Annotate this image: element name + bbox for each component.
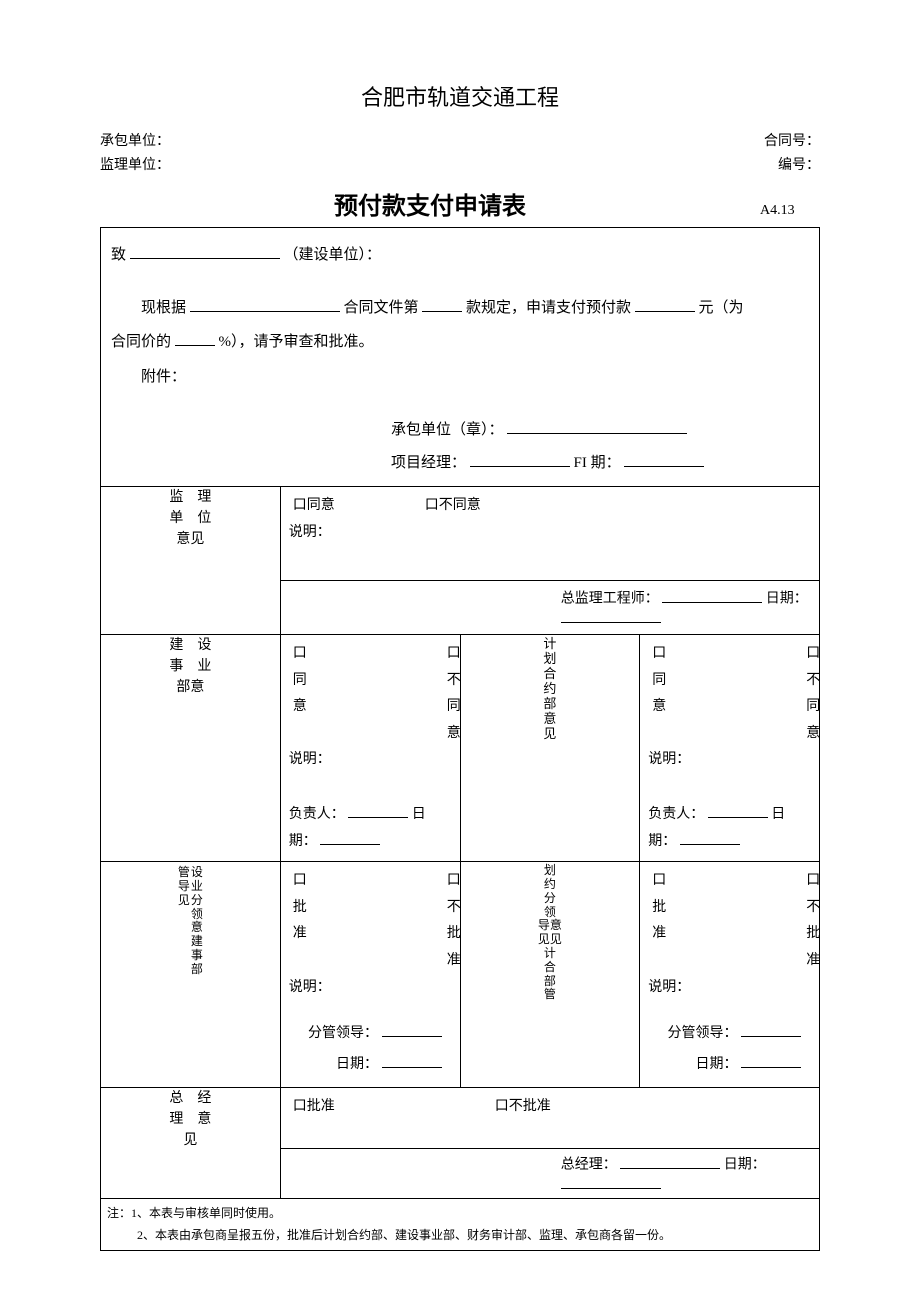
- construction-leader-label: 管导见 设业分领意建事部: [101, 866, 280, 976]
- sig-pm-blank[interactable]: [470, 451, 570, 468]
- plan-contract-body: 口同意 口不同意 说明： 负责人： 日期：: [640, 635, 819, 861]
- leader-blank[interactable]: [741, 1022, 801, 1037]
- desc-label: 说明：: [648, 747, 811, 774]
- contract-doc-blank[interactable]: [190, 295, 340, 312]
- date-blank[interactable]: [320, 829, 380, 844]
- chief-engineer-label: 总监理工程师：: [561, 592, 659, 607]
- supervisor-label: 监理单位：: [100, 154, 170, 174]
- disapprove-checkbox[interactable]: 口不批准: [447, 868, 461, 974]
- line1-b: 合同文件第: [344, 300, 419, 316]
- contractor-label: 承包单位：: [100, 130, 170, 150]
- gm-label: 总经理：: [561, 1158, 617, 1173]
- supervisor-opinion-label: 监 理 单 位 意见: [101, 487, 280, 550]
- line1-d: 元（为: [699, 300, 744, 316]
- date-label: 日期：: [696, 1057, 738, 1072]
- desc-label: 说明：: [289, 747, 452, 774]
- person-blank[interactable]: [348, 803, 408, 818]
- disagree-checkbox[interactable]: 口不同意: [425, 493, 481, 520]
- form-title: 预付款支付申请表: [100, 186, 760, 221]
- notes: 注：1、本表与审核单同时使用。 2、本表由承包商呈报五份，批准后计划合约部、建设…: [101, 1199, 819, 1250]
- amount-blank[interactable]: [635, 295, 695, 312]
- desc-label: 说明：: [289, 975, 452, 1002]
- construction-dept-label: 建 设 事 业 部意: [101, 635, 280, 698]
- form-title-row: 预付款支付申请表 A4.13: [100, 186, 820, 221]
- gm-opinion-body: 口批准 口不批准: [281, 1088, 819, 1149]
- approve-checkbox[interactable]: 口批准: [293, 1094, 335, 1121]
- date-label: 日期：: [766, 592, 808, 607]
- supervisor-opinion-body: 口同意 口不同意 说明：: [281, 487, 819, 580]
- date-blank[interactable]: [561, 608, 661, 623]
- date-blank[interactable]: [382, 1053, 442, 1068]
- construction-dept-body: 口同意 口不同意 说明： 负责人： 日期：: [281, 635, 460, 861]
- to-suffix: （建设单位）：: [284, 247, 382, 263]
- to-blank[interactable]: [130, 243, 280, 260]
- date-blank[interactable]: [561, 1174, 661, 1189]
- gm-blank[interactable]: [620, 1153, 720, 1168]
- disapprove-checkbox[interactable]: 口不批准: [806, 868, 820, 974]
- sig-pm-label: 项目经理：: [391, 455, 466, 471]
- page-title: 合肥市轨道交通工程: [100, 80, 820, 112]
- gm-sig: 总经理： 日期：: [281, 1149, 819, 1198]
- line1-c: 款规定，申请支付预付款: [466, 300, 631, 316]
- chief-engineer-blank[interactable]: [662, 587, 762, 602]
- person-label: 负责人：: [289, 807, 345, 822]
- contract-leader-body: 口批准 口不批准 说明： 分管领导： 日期：: [640, 862, 819, 1087]
- percent-blank[interactable]: [175, 330, 215, 347]
- leader-blank[interactable]: [382, 1022, 442, 1037]
- contract-leader-label: 划约分领导意见见计合部管: [461, 862, 640, 1004]
- header-row-2: 监理单位： 编号：: [100, 154, 820, 174]
- form-table: 致 （建设单位）： 现根据 合同文件第 款规定，申请支付预付款 元（为 合同价的: [100, 227, 820, 1251]
- disagree-checkbox[interactable]: 口不同意: [806, 641, 820, 747]
- date-label: 日期：: [336, 1057, 378, 1072]
- person-label: 负责人：: [648, 807, 704, 822]
- disapprove-checkbox[interactable]: 口不批准: [495, 1094, 551, 1121]
- approve-checkbox[interactable]: 口批准: [652, 868, 666, 974]
- note-1: 注：1、本表与审核单同时使用。: [107, 1203, 813, 1225]
- line2-a: 合同价的: [111, 334, 171, 350]
- form-code: A4.13: [760, 203, 820, 219]
- leader-label: 分管领导：: [308, 1026, 378, 1041]
- date-blank[interactable]: [680, 829, 740, 844]
- sig-unit-label: 承包单位（章）：: [391, 422, 504, 438]
- agree-checkbox[interactable]: 口同意: [293, 641, 307, 747]
- person-blank[interactable]: [708, 803, 768, 818]
- serial-no-label: 编号：: [778, 154, 820, 174]
- to-label: 致: [111, 247, 126, 263]
- desc-label: 说明：: [289, 520, 811, 547]
- construction-leader-body: 口批准 口不批准 说明： 分管领导： 日期：: [281, 862, 460, 1087]
- date-label: 日期：: [724, 1158, 766, 1173]
- sig-date-blank[interactable]: [624, 451, 704, 468]
- leader-label: 分管领导：: [668, 1026, 738, 1041]
- agree-checkbox[interactable]: 口同意: [293, 493, 335, 520]
- disagree-checkbox[interactable]: 口不同意: [447, 641, 461, 747]
- approve-checkbox[interactable]: 口批准: [293, 868, 307, 974]
- line1-a: 现根据: [141, 300, 186, 316]
- desc-label: 说明：: [648, 975, 811, 1002]
- sig-unit-blank[interactable]: [507, 418, 687, 435]
- note-2: 2、本表由承包商呈报五份，批准后计划合约部、建设事业部、财务审计部、监理、承包商…: [107, 1225, 813, 1247]
- gm-opinion-label: 总 经 理 意 见: [101, 1088, 280, 1151]
- date-blank[interactable]: [741, 1053, 801, 1068]
- clause-blank[interactable]: [422, 295, 462, 312]
- line2-b: %），请予审查和批准。: [219, 334, 374, 350]
- supervisor-sig: 总监理工程师： 日期：: [281, 581, 819, 634]
- header-row-1: 承包单位： 合同号：: [100, 130, 820, 150]
- agree-checkbox[interactable]: 口同意: [652, 641, 666, 747]
- application-block: 致 （建设单位）： 现根据 合同文件第 款规定，申请支付预付款 元（为 合同价的: [101, 228, 819, 486]
- contract-no-label: 合同号：: [764, 130, 820, 150]
- plan-contract-label: 计划合约部意见: [461, 635, 640, 744]
- sig-date-label: FI 期：: [574, 455, 621, 471]
- attach-label: 附件：: [111, 360, 809, 395]
